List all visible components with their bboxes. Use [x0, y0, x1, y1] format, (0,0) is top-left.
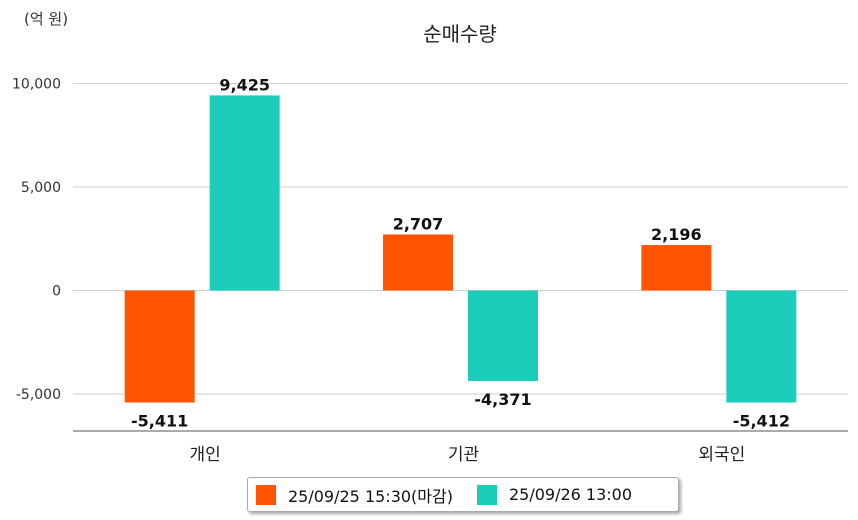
y-tick-label: 10,000: [12, 77, 61, 93]
bar-2: [209, 95, 280, 291]
chart-title: 순매수량: [423, 22, 497, 46]
bar-2: [726, 290, 797, 403]
data-label: 2,196: [651, 225, 702, 244]
data-label: -4,371: [474, 390, 531, 409]
legend-swatch-series-2: [476, 484, 497, 505]
y-tick-label: 0: [52, 284, 61, 300]
data-label: -5,412: [733, 412, 790, 431]
unit-label: (억 원): [24, 10, 69, 28]
legend-label-series-2: 25/09/26 13:00: [508, 485, 633, 504]
data-label: -5,411: [131, 412, 188, 431]
bar-1: [383, 234, 453, 291]
legend-item-series-1[interactable]: 25/09/25 15:30(마감): [256, 483, 453, 507]
y-tick-label: 5,000: [21, 180, 61, 196]
data-label: 9,425: [219, 75, 270, 94]
bar-1: [641, 245, 712, 291]
y-tick-label: -5,000: [16, 387, 61, 403]
legend-item-series-2[interactable]: 25/09/26 13:00: [476, 484, 633, 505]
x-tick-label: 개인: [190, 445, 221, 465]
data-label: 2,707: [393, 214, 444, 233]
legend-swatch-series-1: [256, 484, 276, 505]
bar-2: [468, 290, 538, 381]
legend-label-series-1: 25/09/25 15:30(마감): [288, 486, 453, 506]
chart-legend: 25/09/25 15:30(마감) 25/09/26 13:00: [247, 477, 679, 512]
bar-1: [124, 290, 195, 403]
x-tick-label: 외국인: [698, 445, 745, 465]
x-tick-label: 기관: [448, 445, 479, 465]
